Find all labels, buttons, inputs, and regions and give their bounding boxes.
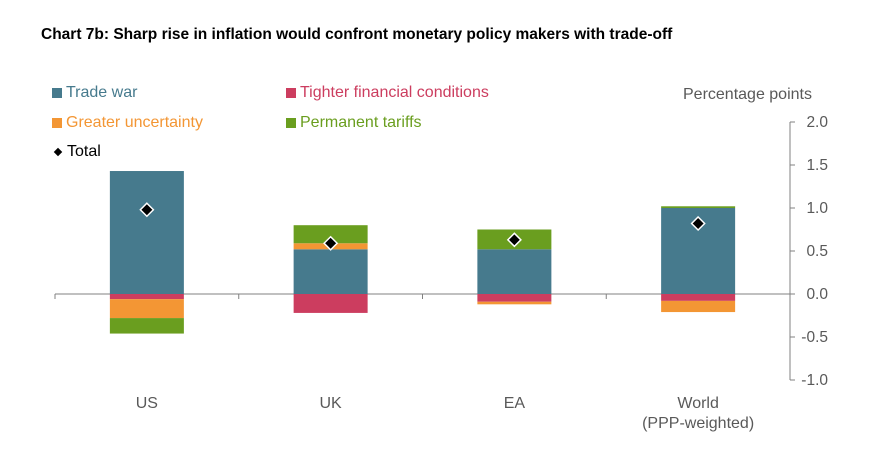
legend-swatch-greater-uncertainty bbox=[52, 118, 62, 128]
bar-segment-greater-uncertainty bbox=[661, 300, 736, 313]
total-marker bbox=[690, 215, 706, 232]
bar-segment-trade-war bbox=[109, 171, 184, 294]
x-tick-label: UK bbox=[320, 395, 343, 412]
legend-tighter-financial: Tighter financial conditions bbox=[286, 84, 489, 102]
bar-segment-trade-war bbox=[293, 249, 368, 294]
total-marker bbox=[323, 235, 339, 251]
y-axis-unit-label: Percentage points bbox=[683, 86, 812, 103]
legend-greater-uncertainty: Greater uncertainty bbox=[52, 114, 203, 132]
bar-segment-permanent-tariffs bbox=[293, 225, 368, 244]
legend-label: Total bbox=[67, 143, 101, 160]
y-tick-label: 1.5 bbox=[806, 157, 828, 174]
y-tick-label: 2.0 bbox=[806, 114, 828, 131]
x-tick-label: (PPP-weighted) bbox=[642, 415, 754, 432]
x-tick-label: US bbox=[136, 395, 158, 412]
bar-segment-tighter-financial-conditions bbox=[661, 294, 736, 301]
bar-segment-permanent-tariffs bbox=[661, 206, 736, 208]
bar-segment-permanent-tariffs bbox=[109, 318, 184, 334]
bar-segment-tighter-financial-conditions bbox=[477, 294, 552, 302]
chart-title: Chart 7b: Sharp rise in inflation would … bbox=[41, 26, 673, 43]
bar-segment-trade-war bbox=[477, 249, 552, 294]
legend-swatch-permanent-tariffs bbox=[286, 118, 296, 128]
total-marker bbox=[139, 202, 155, 218]
legend-label: Permanent tariffs bbox=[300, 114, 422, 131]
x-tick-label: EA bbox=[504, 395, 526, 412]
bar-segment-greater-uncertainty bbox=[109, 299, 184, 319]
y-tick-label: -1.0 bbox=[801, 372, 828, 389]
y-tick-label: 0.0 bbox=[806, 286, 828, 303]
bar-segment-greater-uncertainty bbox=[477, 301, 552, 305]
total-marker bbox=[506, 232, 522, 248]
legend-swatch-trade-war bbox=[52, 88, 62, 98]
legend-swatch-tighter-financial bbox=[286, 88, 296, 98]
legend-label: Tighter financial conditions bbox=[300, 84, 489, 101]
legend-permanent-tariffs: Permanent tariffs bbox=[286, 114, 422, 132]
x-tick-label: World bbox=[677, 395, 719, 412]
y-tick-label: 0.5 bbox=[806, 243, 828, 260]
legend-label: Greater uncertainty bbox=[66, 114, 203, 131]
legend-label: Trade war bbox=[66, 84, 138, 101]
legend-total: Total bbox=[52, 143, 101, 161]
bar-segment-tighter-financial-conditions bbox=[293, 294, 368, 313]
legend-trade-war: Trade war bbox=[52, 84, 137, 102]
y-tick-label: 1.0 bbox=[806, 200, 828, 217]
bar-segment-tighter-financial-conditions bbox=[109, 294, 184, 300]
y-tick-label: -0.5 bbox=[801, 329, 828, 346]
